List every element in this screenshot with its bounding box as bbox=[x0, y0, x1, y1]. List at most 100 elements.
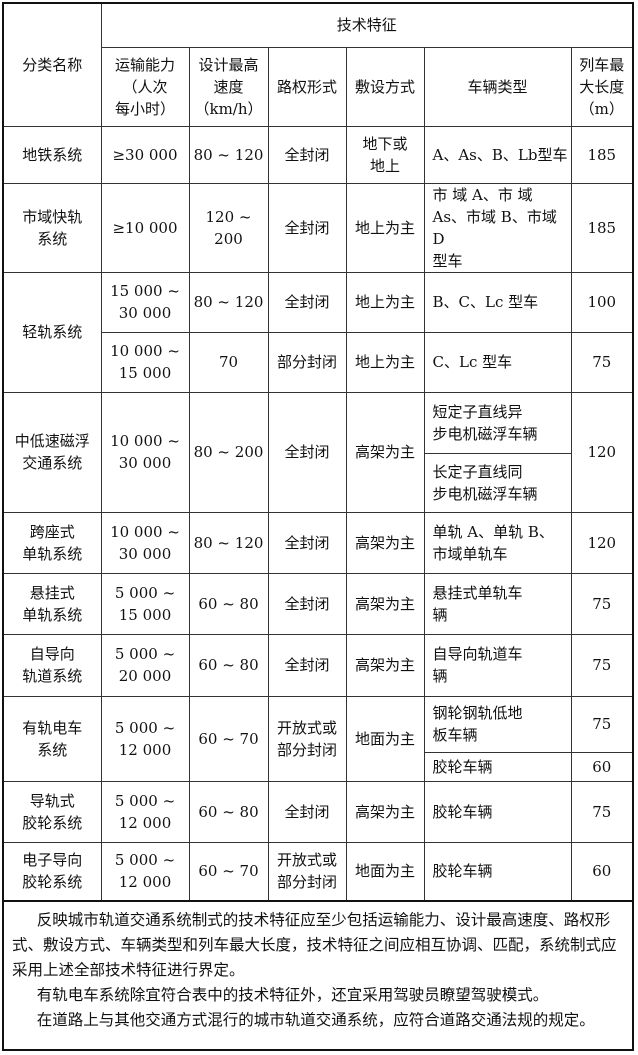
table-cell: 120 bbox=[570, 391, 633, 513]
table-cell: 10 000 ~ 30 000 bbox=[100, 511, 190, 574]
table-cell: 高架为主 bbox=[345, 572, 425, 635]
table-cell: 地铁系统 bbox=[4, 125, 102, 184]
table-cell: 高架为主 bbox=[345, 780, 425, 843]
table-cell: 自导向 轨道系统 bbox=[4, 633, 102, 697]
table-row: 中低速磁浮 交通系统 10 000 ~ 30 000 80 ~ 200 全封闭 高架为主… bbox=[4, 391, 633, 513]
table-cell: 70 bbox=[188, 331, 269, 393]
table-cell: 地上为主 bbox=[345, 271, 425, 333]
note-paragraph: 有轨电车系统除宜符合表中的技术特征外，还宜采用驾驶员瞭望驾驶模式。 bbox=[36, 986, 549, 1004]
table-row: 市域快轨 系统 ≥10 000 120 ~ 200 全封闭 地上为主 市 域 A、市 域… bbox=[4, 182, 633, 273]
table-cell: 120 bbox=[570, 511, 633, 574]
table-row: 悬挂式 单轨系统 5 000 ~ 15 000 60 ~ 80 全封闭 高架为主 悬挂式… bbox=[4, 572, 633, 635]
table-cell: 开放式或 部分封闭 bbox=[267, 841, 347, 902]
table-cell: 导轨式 胶轮系统 bbox=[4, 780, 102, 843]
table-row: 有轨电车 系统 5 000 ~ 12 000 60 ~ 70 开放式或 部分封闭 地面为… bbox=[4, 695, 633, 782]
table-row: 地铁系统 ≥30 000 80 ~ 120 全封闭 地下或 地上 A、As、B、Lb型车 1… bbox=[4, 125, 633, 184]
table-cell: 中低速磁浮 交通系统 bbox=[4, 391, 102, 513]
table-row: 长定子直线同 步电机磁浮车辆 bbox=[4, 452, 632, 513]
table-cell: 75 bbox=[570, 572, 633, 635]
rail-system-classification-table: 分类名称 技术特征 运输能力 （人次 每小时） 设计最高 速度 （km/h） 路权形… bbox=[4, 4, 633, 902]
table-cell: 全封闭 bbox=[267, 125, 347, 184]
table-cell: 60 ~ 80 bbox=[188, 572, 269, 635]
vehicle-type-cell: A、As、B、Lb型车 bbox=[423, 125, 572, 184]
header-col-5: 列车最 大长度 （m） bbox=[570, 46, 633, 127]
table-row: 轻轨系统 15 000 ~ 30 000 80 ~ 120 全封闭 地上为主 B、C、Lc… bbox=[4, 271, 633, 393]
table-cell: 地面为主 bbox=[345, 695, 425, 782]
table-row: 导轨式 胶轮系统 5 000 ~ 12 000 60 ~ 80 全封闭 高架为主 胶轮车辆… bbox=[4, 780, 633, 843]
table-cell: 高架为主 bbox=[345, 633, 425, 697]
table-cell: 60 bbox=[570, 841, 633, 902]
vehicle-type-cell: 胶轮车辆 bbox=[423, 780, 572, 843]
note-paragraph: 在道路上与其他交通方式混行的城市轨道交通系统，应符合道路交通法规的规定。 bbox=[36, 1011, 595, 1029]
vehicle-type-cell: 胶轮车辆 bbox=[423, 841, 572, 902]
header-col-1: 设计最高 速度 （km/h） bbox=[188, 46, 269, 127]
header-col-0: 运输能力 （人次 每小时） bbox=[101, 46, 190, 127]
table-cell: 60 ~ 70 bbox=[188, 695, 269, 782]
table-cell: 60 bbox=[570, 751, 633, 782]
table-cell: ≥30 000 bbox=[100, 125, 190, 184]
table-cell: 75 bbox=[570, 780, 633, 843]
table-cell: 开放式或 部分封闭 bbox=[267, 695, 347, 782]
table-cell: 185 bbox=[570, 125, 633, 184]
table-cell: 全封闭 bbox=[267, 780, 347, 843]
table-cell: 5 000 ~ 15 000 bbox=[100, 572, 190, 635]
table-cell: 市域快轨 系统 bbox=[4, 182, 102, 273]
table-cell: 60 ~ 80 bbox=[188, 633, 269, 697]
header-col-2: 路权形式 bbox=[267, 46, 347, 127]
table-cell: 地上为主 bbox=[345, 331, 425, 393]
table-row: 10 000 ~ 15 000 70 部分封闭 地上为主 C、Lc 型车 75 bbox=[4, 331, 633, 393]
vehicle-type-cell: B、C、Lc 型车 bbox=[423, 271, 572, 333]
note-paragraph: 反映城市轨道交通系统制式的技术特征应至少包括运输能力、设计最高速度、路权形式、敷… bbox=[12, 911, 617, 979]
table-cell: 地下或 地上 bbox=[345, 125, 425, 184]
table-cell: 高架为主 bbox=[345, 511, 425, 574]
header-col-3: 敷设方式 bbox=[345, 46, 425, 127]
table-cell: 80 ~ 120 bbox=[188, 511, 269, 574]
table-cell: 80 ~ 200 bbox=[188, 391, 269, 513]
vehicle-type-cell: 胶轮车辆 bbox=[424, 751, 572, 782]
table-cell: 全封闭 bbox=[267, 391, 347, 513]
table-cell: 5 000 ~ 12 000 bbox=[100, 695, 190, 782]
vehicle-type-cell: 市 域 A、市 域 As、市域 B、市域 D 型车 bbox=[423, 182, 572, 273]
table-cell: 地上为主 bbox=[345, 182, 425, 273]
table-row: 跨座式 单轨系统 10 000 ~ 30 000 80 ~ 120 全封闭 高架为主 单轨… bbox=[4, 511, 633, 574]
table-cell: ≥10 000 bbox=[100, 182, 190, 273]
table-cell: 全封闭 bbox=[267, 271, 347, 333]
header-col-4: 车辆类型 bbox=[423, 46, 572, 127]
table-cell: 地面为主 bbox=[345, 841, 425, 902]
table-cell: 10 000 ~ 15 000 bbox=[101, 331, 190, 393]
vehicle-type-cell: 长定子直线同 步电机磁浮车辆 bbox=[424, 452, 571, 513]
table-cell: 75 bbox=[570, 695, 633, 753]
table-cell: 75 bbox=[570, 331, 633, 393]
table-cell: 部分封闭 bbox=[267, 331, 347, 393]
table-row: 自导向 轨道系统 5 000 ~ 20 000 60 ~ 80 全封闭 高架为主 自导向… bbox=[4, 633, 633, 697]
vehicle-type-cell: C、Lc 型车 bbox=[423, 331, 572, 393]
vehicle-type-cell: 钢轮钢轨低地 板车辆 bbox=[423, 695, 572, 753]
table-cell: 80 ~ 120 bbox=[188, 271, 269, 333]
table-cell: 75 bbox=[570, 633, 633, 697]
table-cell: 5 000 ~ 20 000 bbox=[100, 633, 190, 697]
table-cell: 100 bbox=[570, 271, 633, 333]
table-row: 胶轮车辆 60 bbox=[4, 751, 633, 782]
header-technical-features: 技术特征 bbox=[100, 4, 633, 48]
table-cell: 悬挂式 单轨系统 bbox=[4, 572, 102, 635]
table-row: 电子导向 胶轮系统 5 000 ~ 12 000 60 ~ 70 开放式或 部分封闭地… bbox=[4, 841, 633, 902]
table-cell: 60 ~ 80 bbox=[188, 780, 269, 843]
table-cell: 跨座式 单轨系统 bbox=[4, 511, 102, 574]
vehicle-type-cell: 短定子直线异 步电机磁浮车辆 bbox=[423, 391, 572, 454]
table-cell: 全封闭 bbox=[267, 182, 347, 273]
table-cell: 全封闭 bbox=[267, 511, 347, 574]
table-cell: 120 ~ 200 bbox=[188, 182, 269, 273]
table-cell: 电子导向 胶轮系统 bbox=[4, 841, 102, 902]
table-cell: 全封闭 bbox=[267, 572, 347, 635]
notes: 反映城市轨道交通系统制式的技术特征应至少包括运输能力、设计最高速度、路权形式、敷… bbox=[4, 902, 632, 1033]
vehicle-type-cell: 自导向轨道车 辆 bbox=[423, 633, 572, 697]
header-category: 分类名称 bbox=[4, 4, 102, 127]
table-cell: 高架为主 bbox=[345, 391, 425, 513]
table-cell: 轻轨系统 bbox=[4, 271, 102, 393]
table-cell: 5 000 ~ 12 000 bbox=[100, 841, 190, 902]
vehicle-type-cell: 悬挂式单轨车 辆 bbox=[423, 572, 572, 635]
table-cell: 有轨电车 系统 bbox=[4, 695, 102, 782]
table-cell: 80 ~ 120 bbox=[188, 125, 269, 184]
vehicle-type-cell: 单轨 A、单轨 B、 市域单轨车 bbox=[423, 511, 572, 574]
